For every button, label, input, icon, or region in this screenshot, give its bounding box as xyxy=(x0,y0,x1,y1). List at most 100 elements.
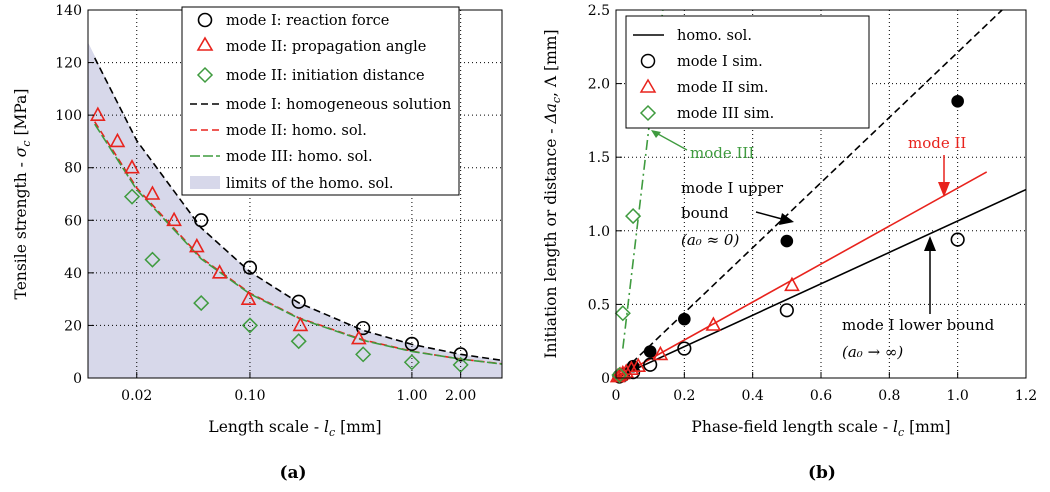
data-point-a-5 xyxy=(290,333,307,350)
series-line-a-2 xyxy=(94,123,503,365)
panel-label-a: (a) xyxy=(279,463,306,483)
y-tick-label-a: 100 xyxy=(55,108,82,124)
y-tick-label-b: 1.0 xyxy=(588,224,610,240)
x-tick-label-a: 2.00 xyxy=(445,388,476,404)
legend-a-item-6: limits of the homo. sol. xyxy=(226,176,394,192)
data-point-a-4 xyxy=(211,264,228,279)
legend-box-a xyxy=(181,6,460,196)
panel-label-b: (b) xyxy=(808,463,836,483)
homogeneous-lines-a xyxy=(93,57,503,365)
ticks-a: 0.02 0.10 1.00 2.00 0 20 40 60 80 100 120 140 xyxy=(55,3,476,404)
annotation-upper-line1: mode I upper xyxy=(681,179,784,197)
data-point-a-3 xyxy=(356,320,371,336)
y-tick-label-b: 0.5 xyxy=(588,297,610,313)
data-point-a-5 xyxy=(355,346,372,363)
y-tick-label-b: 2.5 xyxy=(588,3,610,19)
y-tick-label-a: 0 xyxy=(73,371,82,387)
markers-a xyxy=(89,106,469,373)
data-point-a-4 xyxy=(109,132,126,148)
data-point-a-3 xyxy=(194,213,209,228)
x-tick-label-b: 0 xyxy=(612,388,621,404)
data-point-b-5 xyxy=(950,232,965,247)
annotation-lower-line2: (a₀ → ∞) xyxy=(842,343,903,361)
data-point-a-4 xyxy=(189,237,205,253)
y-tick-label-a: 20 xyxy=(64,318,82,334)
data-point-a-5 xyxy=(193,295,210,312)
y-tick-label-b: 2.0 xyxy=(588,77,610,93)
legend-a-item-0: mode I: reaction force xyxy=(226,13,389,29)
annotation-upper-arrow xyxy=(755,211,783,220)
data-point-b-4 xyxy=(678,312,691,326)
y-axis-label-b: Initiation length or distance - Δac, Λ [… xyxy=(542,29,563,358)
x-tick-label-b: 0.8 xyxy=(878,388,900,404)
homogeneous-limits-fill xyxy=(88,42,502,379)
data-point-a-5 xyxy=(452,356,469,373)
panel-b: 0 0.2 0.4 0.6 0.8 1.0 1.2 0 0.5 1.0 1.5 2.0 2.5 Phas… xyxy=(542,3,1037,483)
grid-b xyxy=(616,10,1026,378)
data-point-b-6 xyxy=(623,360,640,375)
data-point-b-6 xyxy=(705,316,722,331)
data-point-b-4 xyxy=(643,345,657,358)
data-point-a-5 xyxy=(241,317,259,334)
annotation-mode-iii-arrow xyxy=(657,133,688,151)
data-point-a-4 xyxy=(89,106,106,121)
legend-a-item-2: mode II: initiation distance xyxy=(226,68,425,84)
x-tick-label-a: 1.00 xyxy=(396,388,427,404)
homogeneous-limits-area xyxy=(88,42,502,379)
data-point-b-6 xyxy=(784,276,800,292)
legend-a-item-4: mode II: homo. sol. xyxy=(226,123,367,139)
y-tick-label-b: 0 xyxy=(601,371,610,387)
legend-box-b xyxy=(625,15,870,129)
x-axis-label-b: Phase-field length scale - lc [mm] xyxy=(691,418,950,439)
annotation-mode-iii-arrowhead xyxy=(651,130,661,138)
data-point-a-4 xyxy=(144,185,161,200)
annotation-mode-iii: mode III xyxy=(690,144,754,162)
ticks-b: 0 0.2 0.4 0.6 0.8 1.0 1.2 0 0.5 1.0 1.5 2.0 2.5 xyxy=(588,3,1037,404)
x-tick-label-a: 0.02 xyxy=(121,388,152,404)
y-tick-label-a: 80 xyxy=(64,161,82,177)
legend-a-item-3: mode I: homogeneous solution xyxy=(226,97,451,113)
y-tick-label-a: 120 xyxy=(55,56,82,72)
x-tick-label-b: 1.0 xyxy=(947,388,969,404)
series-line-a-0 xyxy=(93,57,503,362)
annotation-upper-arrowhead xyxy=(779,213,794,225)
x-tick-label-a: 0.10 xyxy=(234,388,265,404)
data-point-b-6 xyxy=(652,345,669,361)
data-point-b-5 xyxy=(779,303,794,318)
data-point-a-5 xyxy=(123,188,141,205)
data-point-b-7 xyxy=(614,305,631,322)
x-tick-label-b: 0.2 xyxy=(673,388,695,404)
legend-a-circle-marker xyxy=(197,12,213,28)
panel-a: 0.02 0.10 1.00 2.00 0 20 40 60 80 100 120 140 Lengt… xyxy=(12,3,503,483)
y-tick-label-a: 60 xyxy=(64,213,82,229)
legend-a-diamond-marker xyxy=(196,66,214,84)
legend-a-triangle-marker xyxy=(196,36,214,51)
x-tick-label-b: 0.4 xyxy=(742,388,764,404)
legend-b-circle-marker xyxy=(640,53,656,69)
data-point-a-3 xyxy=(404,336,420,351)
legend-b-item-2: mode II sim. xyxy=(677,80,768,96)
data-point-b-7 xyxy=(625,208,642,225)
data-point-b-4 xyxy=(951,94,964,108)
legend-a: mode I: reaction force mode II: propagat… xyxy=(181,6,460,196)
annotation-lower-line1: mode I lower bound xyxy=(842,316,995,334)
annotation-lower-arrowhead xyxy=(924,236,936,251)
data-point-a-4 xyxy=(350,329,367,345)
data-point-b-6 xyxy=(630,357,647,373)
data-point-a-4 xyxy=(124,159,140,174)
legend-b-item-3: mode III sim. xyxy=(677,106,774,122)
legend-a-item-1: mode II: propagation angle xyxy=(226,39,426,55)
data-point-a-5 xyxy=(403,354,420,371)
y-tick-label-a: 140 xyxy=(55,3,82,19)
y-axis-label-a: Tensile strength - σc [MPa] xyxy=(12,89,33,300)
markers-b xyxy=(609,46,965,384)
data-point-a-3 xyxy=(291,294,306,309)
legend-b-diamond-marker xyxy=(639,104,657,122)
data-point-a-5 xyxy=(144,251,161,268)
data-point-b-5 xyxy=(643,357,658,372)
y-tick-label-a: 40 xyxy=(64,266,82,282)
annotations-b: mode III mode II mode I upper bound (a₀ … xyxy=(651,130,995,361)
data-point-b-7 xyxy=(611,366,628,384)
annotation-mode-ii: mode II xyxy=(908,134,966,152)
